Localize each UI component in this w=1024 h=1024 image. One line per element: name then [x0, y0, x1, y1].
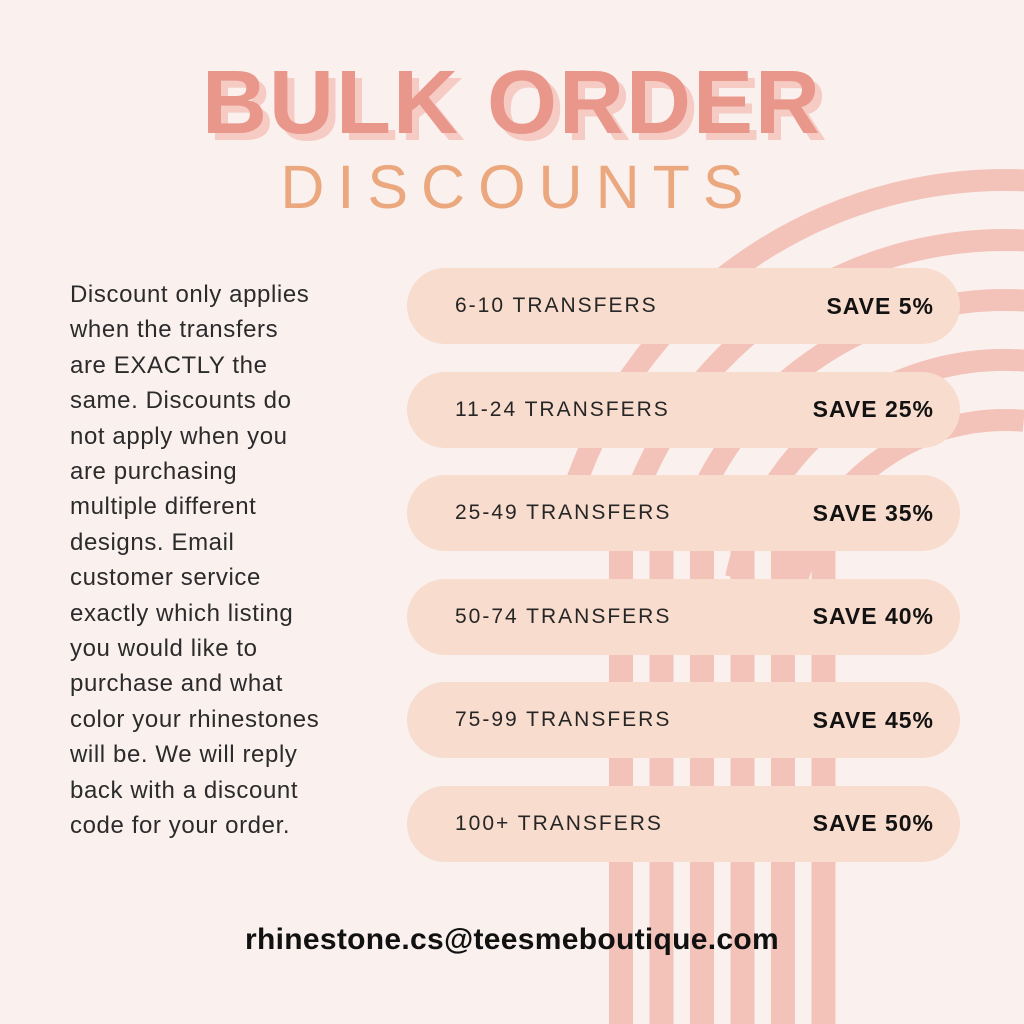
page-title: BULK ORDER [202, 53, 822, 153]
intro-line: color your rhinestones [70, 705, 320, 733]
intro-line: exactly which listing [70, 599, 294, 627]
intro-line: not apply when you [70, 422, 288, 450]
intro-line: will be. We will reply [70, 741, 298, 769]
intro-line: back with a discount [70, 776, 299, 804]
discount-row: 11-24 TRANSFERS SAVE 25% [407, 371, 960, 448]
discount-range-label: 75-99 TRANSFERS [455, 708, 672, 731]
poster-header: BULK ORDER DISCOUNTS [0, 58, 1024, 218]
discount-row: 75-99 TRANSFERS SAVE 45% [407, 682, 960, 758]
intro-line: purchase and what [70, 670, 284, 698]
discount-row: 50-74 TRANSFERS SAVE 40% [407, 578, 960, 655]
discount-row: 25-49 TRANSFERS SAVE 35% [407, 475, 960, 551]
discount-save-label: SAVE 35% [812, 499, 934, 526]
discount-range-label: 25-49 TRANSFERS [455, 501, 672, 524]
discount-range-label: 6-10 TRANSFERS [455, 294, 658, 317]
discount-list: 6-10 TRANSFERS SAVE 5% 11-24 TRANSFERS S… [407, 268, 960, 889]
discount-save-label: SAVE 40% [812, 603, 934, 629]
intro-line: you would like to [70, 635, 258, 663]
discount-row: 100+ TRANSFERS SAVE 50% [407, 785, 960, 862]
discount-save-label: SAVE 5% [826, 292, 934, 319]
discount-range-label: 11-24 TRANSFERS [455, 397, 670, 421]
intro-line: customer service [70, 564, 261, 592]
intro-line: multiple different [70, 493, 257, 521]
discount-range-label: 50-74 TRANSFERS [455, 604, 672, 628]
intro-line: code for your order. [70, 812, 291, 840]
discount-save-label: SAVE 25% [812, 396, 934, 422]
intro-line: are purchasing [70, 458, 238, 486]
intro-line: designs. Email [70, 528, 235, 556]
intro-line: Discount only applies [70, 281, 310, 308]
discount-row: 6-10 TRANSFERS SAVE 5% [407, 268, 960, 344]
intro-line: are EXACTLY the [70, 351, 268, 379]
intro-line: same. Discounts do [70, 387, 292, 415]
intro-paragraph: Discount only applies when the transfers a… [70, 277, 319, 844]
page-subtitle: DISCOUNTS [280, 153, 757, 221]
contact-email: rhinestone.cs@teesmeboutique.com [245, 923, 779, 956]
discount-save-label: SAVE 45% [812, 706, 934, 733]
discount-range-label: 100+ TRANSFERS [455, 811, 663, 835]
intro-line: when the transfers [70, 316, 279, 344]
discount-save-label: SAVE 50% [812, 810, 934, 836]
